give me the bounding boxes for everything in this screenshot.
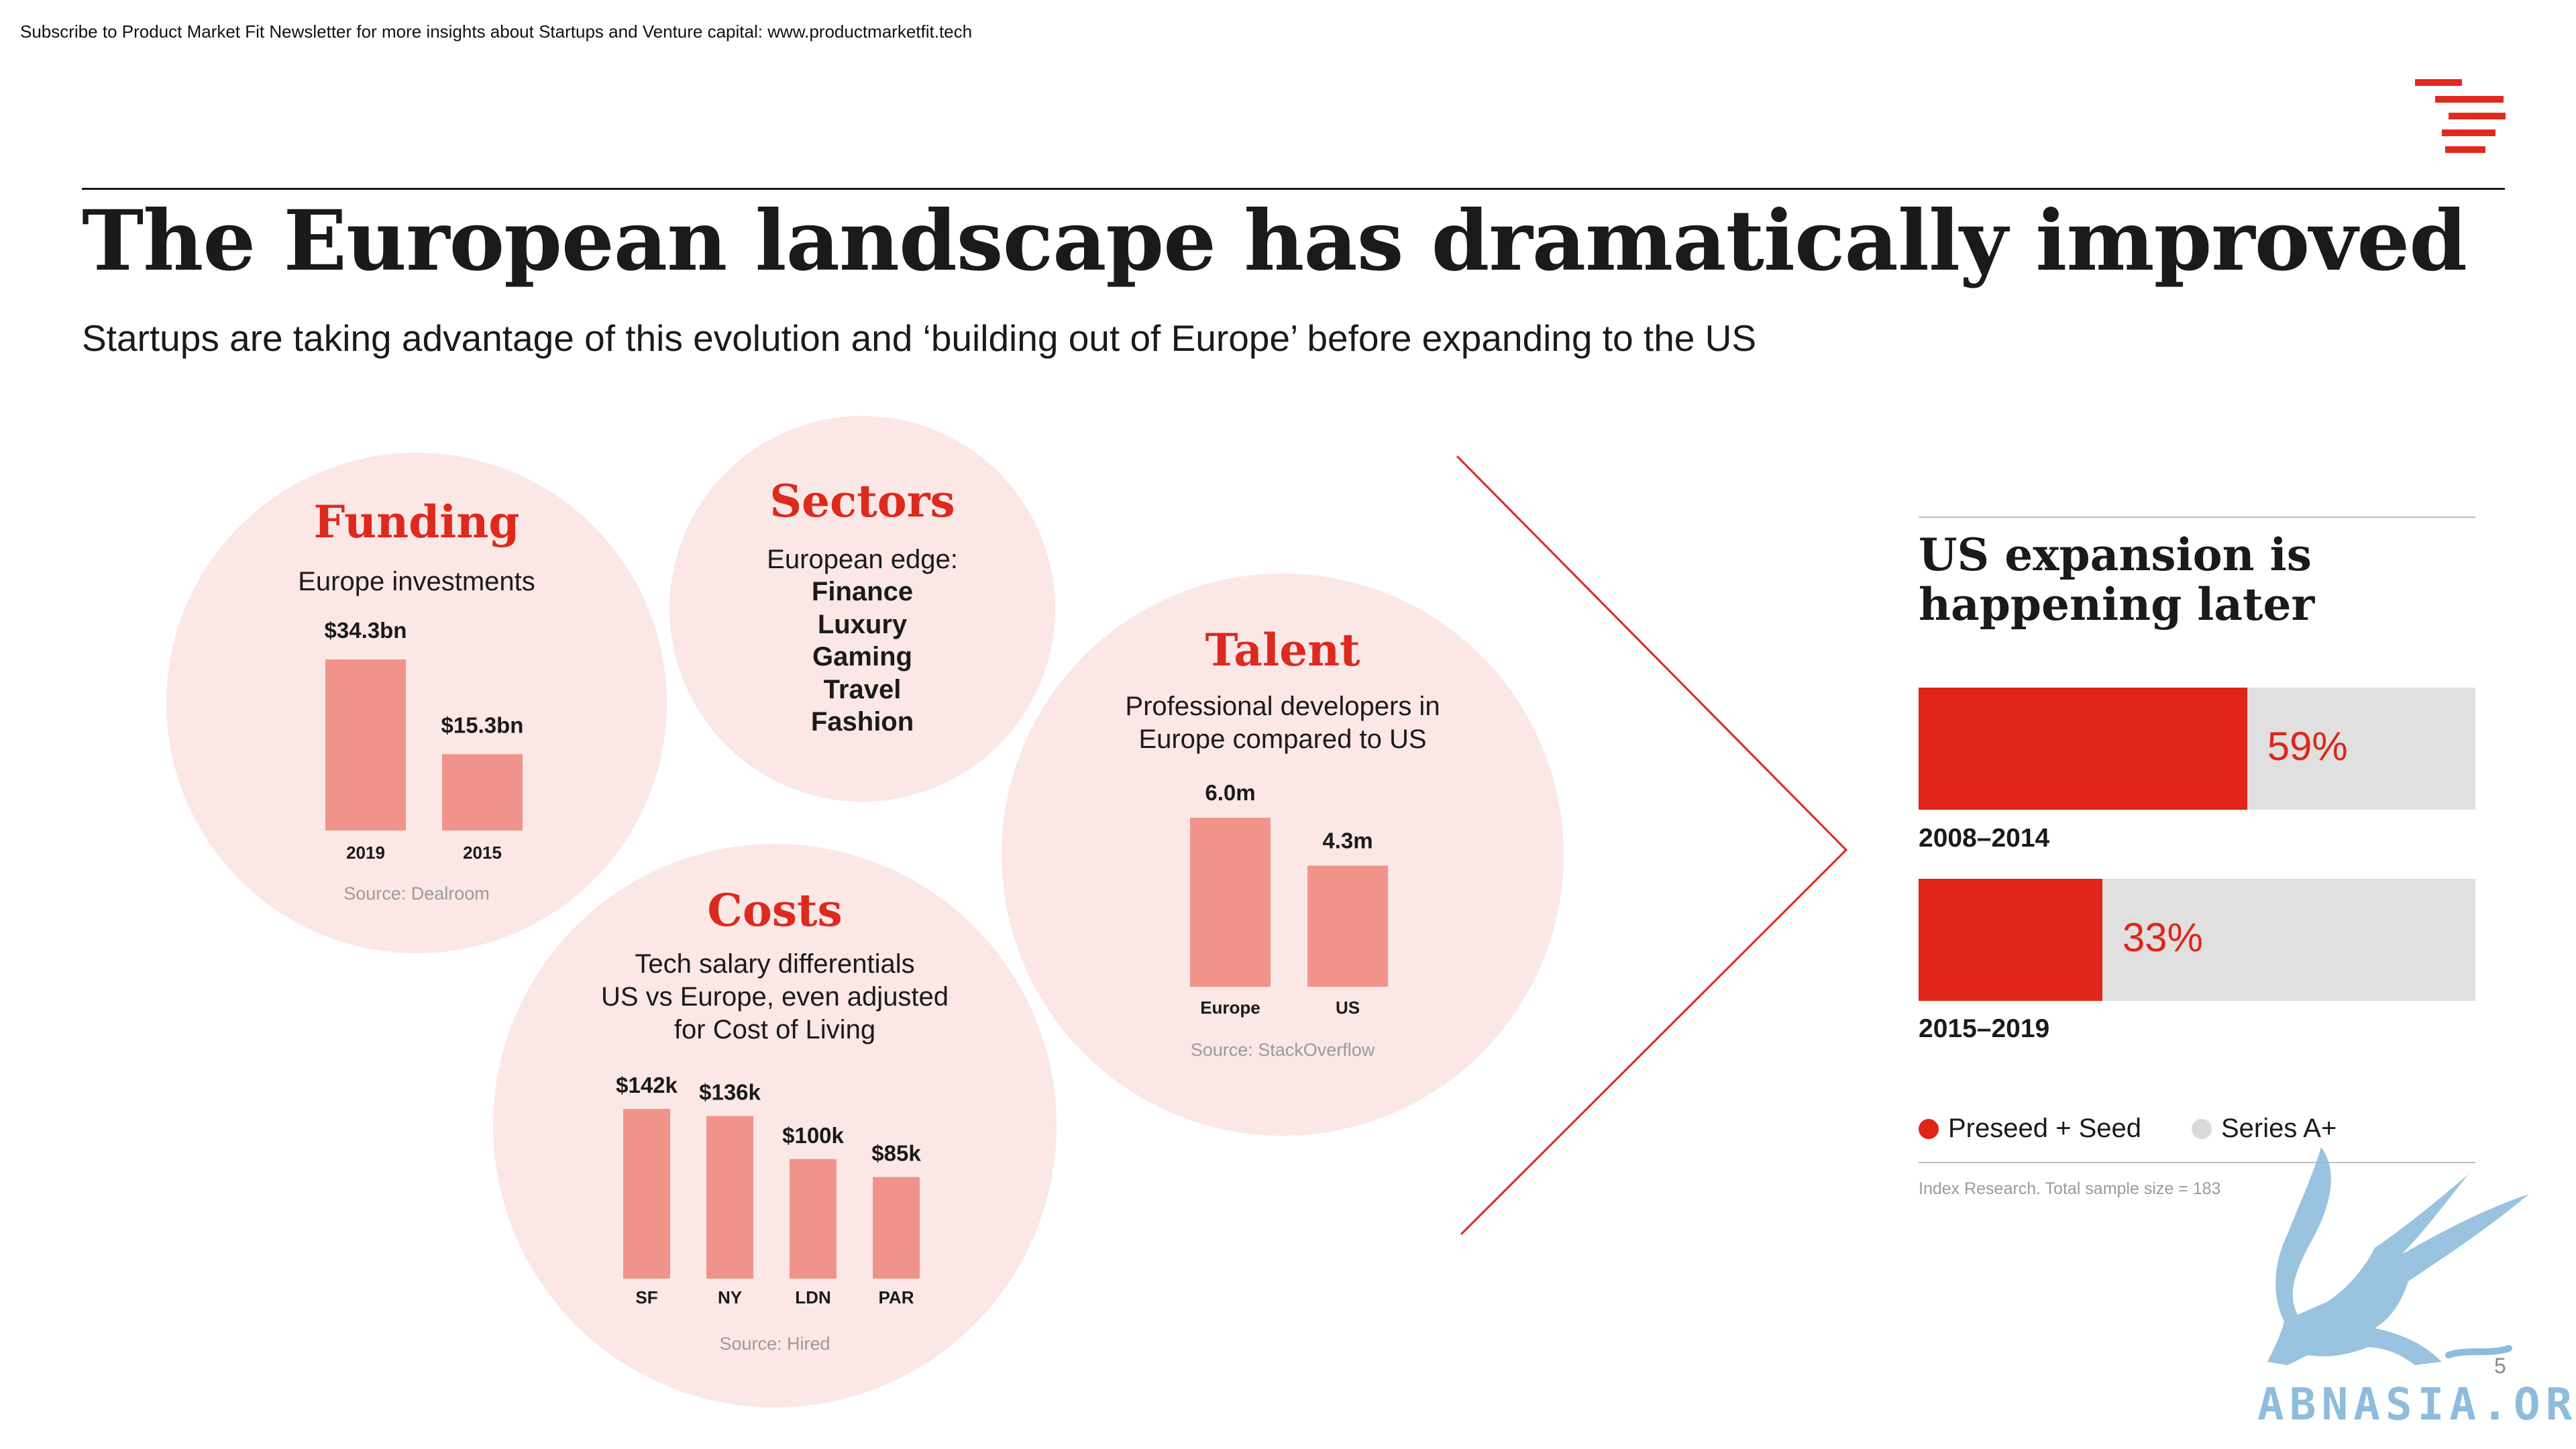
legend-label: Series A+ (2221, 1114, 2337, 1143)
funding-category-label: 2015 (463, 843, 502, 863)
legend-dot-red (1919, 1119, 1939, 1139)
legend-dot-grey (2192, 1119, 2212, 1139)
chevron-arrow (1456, 455, 1848, 1236)
page-title: The European landscape has dramatically … (82, 193, 2467, 290)
sector-item: Gaming (812, 642, 912, 672)
funding-category-label: 2019 (346, 843, 385, 863)
talent-category-label: Europe (1200, 998, 1260, 1018)
watermark-logo: ABNASIA.ORG (2247, 1134, 2576, 1436)
us-bar-track: 59% (1919, 688, 2475, 810)
costs-category-label: NY (718, 1287, 742, 1307)
sectors-bubble: Sectors European edge: Finance Luxury Ga… (669, 416, 1055, 802)
sectors-lead: European edge: (767, 545, 958, 574)
us-expansion-title-line-2: happening later (1919, 578, 2315, 631)
funding-bar (442, 754, 523, 830)
talent-subtitle-line-1: Professional developers in (1125, 692, 1440, 721)
funding-value-label: $34.3bn (325, 618, 407, 643)
page-subtitle: Startups are taking advantage of this ev… (82, 317, 1757, 359)
us-bar-label: 59% (2267, 724, 2348, 769)
costs-category-label: PAR (879, 1287, 914, 1307)
talent-category-label: US (1336, 998, 1360, 1018)
us-period-label: 2008–2014 (1919, 824, 2050, 853)
us-bar-track: 33% (1919, 879, 2475, 1001)
us-bar-preseed-seed (1919, 879, 2102, 1001)
us-expansion-source: Index Research. Total sample size = 183 (1919, 1179, 2221, 1198)
page-number: 5 (2494, 1354, 2506, 1378)
talent-subtitle-line-2: Europe compared to US (1138, 724, 1427, 754)
costs-bar (790, 1159, 837, 1279)
brand-logo (2415, 79, 2506, 153)
funding-chart: $34.3bn 2019 $15.3bn 2015 (325, 618, 524, 863)
legend-label: Preseed + Seed (1948, 1114, 2141, 1143)
griffin-icon (2267, 1147, 2529, 1365)
costs-subtitle-line-2: US vs Europe, even adjusted (600, 982, 949, 1012)
legend-preseed-seed: Preseed + Seed (1919, 1114, 2141, 1144)
sectors-list: Finance Luxury Gaming Travel Fashion (669, 576, 1055, 739)
costs-value-label: $100k (782, 1123, 844, 1148)
funding-subtitle: Europe investments (298, 567, 535, 596)
talent-bar (1307, 865, 1388, 987)
funding-bubble: Funding Europe investments $34.3bn 2019 $1… (166, 453, 667, 953)
us-expansion-title-line-1: US expansion is (1919, 529, 2312, 581)
title-rule (82, 188, 2505, 190)
sectors-title: Sectors (769, 475, 955, 527)
costs-subtitle-line-3: for Cost of Living (674, 1015, 876, 1044)
sector-item: Finance (811, 577, 914, 606)
sector-item: Luxury (817, 609, 908, 639)
costs-value-label: $85k (871, 1141, 921, 1166)
us-expansion-title: US expansion is happening later (1919, 530, 2475, 629)
costs-category-label: LDN (795, 1287, 830, 1307)
costs-value-label: $142k (616, 1073, 678, 1097)
newsletter-banner: Subscribe to Product Market Fit Newslett… (20, 21, 973, 42)
sector-item: Fashion (810, 707, 914, 737)
legend-series-a: Series A+ (2192, 1114, 2337, 1144)
us-period-label: 2015–2019 (1919, 1014, 2050, 1043)
costs-bubble: Costs Tech salary differentials US vs Eu… (493, 844, 1057, 1407)
us-panel-top-rule (1919, 517, 2475, 518)
costs-chart: $142k SF $136k NY $100k LDN $85k PAR (616, 1073, 921, 1307)
talent-chart: 6.0m Europe 4.3m US (1190, 780, 1388, 1018)
costs-bar (623, 1109, 670, 1279)
funding-source: Source: Dealroom (343, 883, 490, 904)
costs-category-label: SF (635, 1287, 657, 1307)
talent-source: Source: StackOverflow (1190, 1040, 1375, 1060)
costs-source: Source: Hired (719, 1334, 830, 1354)
talent-value-label: 6.0m (1205, 780, 1255, 805)
costs-subtitle-line-1: Tech salary differentials (635, 949, 915, 979)
funding-value-label: $15.3bn (441, 712, 524, 737)
us-bar-preseed-seed (1919, 688, 2247, 810)
us-bar-label: 33% (2122, 915, 2203, 960)
talent-title: Talent (1205, 624, 1360, 676)
costs-value-label: $136k (699, 1080, 761, 1105)
funding-bar (325, 659, 406, 830)
watermark-text: ABNASIA.ORG (2257, 1379, 2576, 1430)
sector-item: Travel (823, 674, 902, 704)
talent-bar (1190, 818, 1271, 987)
us-panel-bottom-rule (1919, 1162, 2475, 1163)
costs-title: Costs (707, 884, 843, 936)
talent-bubble: Talent Professional developers in Europe… (1002, 574, 1564, 1136)
talent-value-label: 4.3m (1322, 828, 1373, 853)
funding-title: Funding (313, 496, 520, 548)
costs-bar (706, 1116, 753, 1279)
costs-bar (873, 1177, 920, 1279)
